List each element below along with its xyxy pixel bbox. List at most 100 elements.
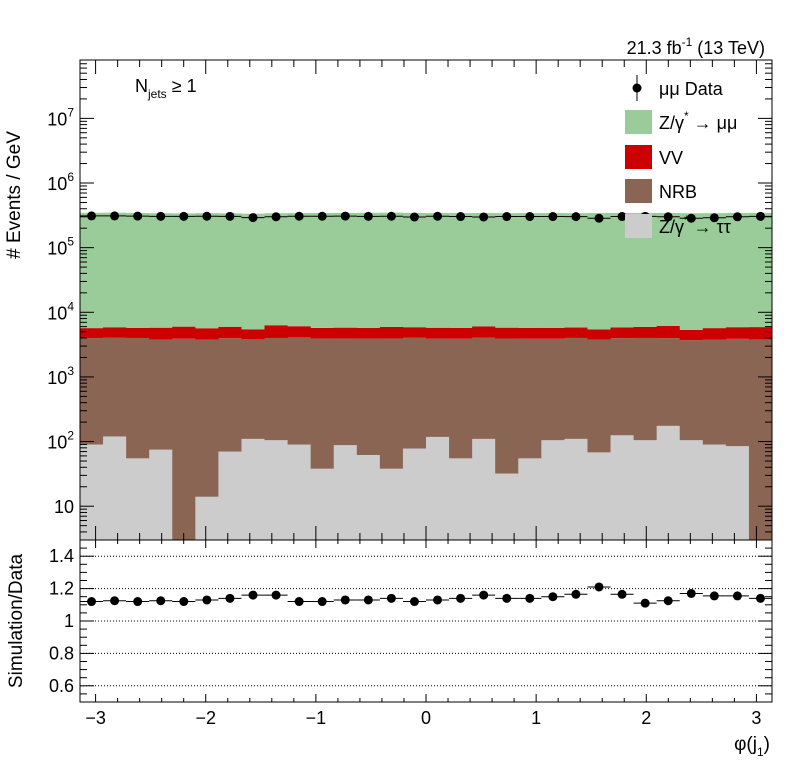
data-point-bin-8: [264, 212, 288, 222]
bar-zmm-bin-16: [449, 213, 473, 328]
data-point-bin-13: [379, 211, 403, 221]
bar-nrb-bin-8: [264, 337, 288, 441]
x-axis-label-main: φ(j: [734, 734, 757, 755]
bar-ztt-bin-15: [426, 436, 450, 540]
bar-zmm-bin-17: [472, 213, 496, 327]
bar-ztt-bin-1: [103, 436, 127, 540]
data-point-bin-10: [310, 211, 334, 221]
data-point-bin-19: [518, 212, 542, 222]
top-y-tick-label-6: 107: [47, 105, 74, 129]
top-panel-x-ticks: [95, 60, 757, 540]
bar-zmm-bin-20: [541, 213, 565, 328]
bar-ztt-bin-24: [633, 440, 658, 540]
bar-zmm-bin-3: [149, 213, 173, 328]
ratio-point-bin-25: [656, 596, 680, 606]
legend-swatch-vv: [625, 145, 652, 169]
bar-vv-bin-16: [449, 327, 473, 339]
ratio-point-bin-29: [748, 593, 772, 603]
bar-ztt-bin-8: [264, 440, 288, 540]
bar-vv-bin-0: [80, 328, 104, 339]
x-tick-label-6: 3: [751, 708, 761, 728]
data-point-bin-18: [495, 212, 519, 222]
bar-zmm-bin-21: [564, 213, 588, 328]
bar-vv-bin-2: [126, 327, 150, 338]
ratio-point-bin-28: [725, 591, 749, 601]
ratio-point-bin-13: [379, 593, 403, 603]
lumi-label: 21.3 fb-1 (13 TeV): [627, 35, 765, 58]
ratio-point-bin-17: [472, 590, 496, 600]
data-point-bin-27: [702, 213, 726, 223]
bar-vv-bin-4: [172, 326, 196, 339]
bar-ztt-bin-17: [472, 438, 496, 540]
bar-zmm-bin-24: [633, 212, 658, 327]
bar-ztt-bin-16: [449, 458, 473, 540]
top-y-axis-label: # Events / GeV: [4, 131, 25, 259]
bar-ztt-bin-27: [702, 444, 727, 540]
bar-vv-bin-10: [310, 327, 335, 339]
bar-vv-bin-9: [287, 326, 312, 338]
bar-nrb-bin-22: [587, 339, 611, 453]
bar-nrb-bin-1: [103, 337, 127, 437]
bar-nrb-bin-2: [126, 337, 150, 459]
bar-nrb-bin-20: [541, 338, 565, 441]
bar-vv-bin-1: [103, 327, 127, 338]
data-point-bin-0: [80, 211, 104, 221]
bar-nrb-bin-7: [241, 339, 265, 439]
bar-vv-bin-17: [472, 326, 496, 338]
bar-vv-bin-3: [149, 327, 173, 340]
top-panel-y-ticks: 10 102 103 104 105 106 107: [47, 59, 772, 541]
bar-vv-bin-5: [195, 328, 219, 340]
ratio-point-bin-5: [195, 595, 219, 605]
selection-main: N: [135, 76, 148, 96]
ratio-point-bin-22: [587, 582, 611, 592]
bar-ztt-bin-19: [518, 458, 542, 540]
bar-vv-bin-20: [541, 327, 565, 339]
legend-label-data: μμ Data: [659, 79, 724, 99]
bar-ztt-bin-10: [310, 468, 335, 540]
ratio-y-tick-label-3: 1.2: [49, 579, 74, 599]
legend-swatch-nrb: [625, 179, 652, 203]
ratio-point-bin-1: [103, 596, 127, 606]
legend: μμ Data Z/γ* → μμ VV NRB Z/γ* → ττ: [625, 75, 737, 238]
ratio-y-ticks: 0.6 0.8 1 1.2 1.4: [49, 539, 772, 703]
x-tick-label-1: −2: [195, 708, 216, 728]
bar-zmm-bin-26: [679, 213, 704, 330]
bar-vv-bin-18: [495, 327, 519, 339]
bar-vv-bin-8: [264, 325, 288, 338]
data-point-bin-4: [172, 211, 196, 221]
bar-zmm-bin-19: [518, 213, 542, 328]
top-panel-bars: [80, 212, 773, 540]
legend-label-nrb: NRB: [659, 182, 697, 202]
bar-nrb-bin-19: [518, 338, 542, 459]
lumi-main: 21.3 fb: [627, 38, 682, 58]
data-point-bin-21: [564, 212, 588, 222]
bar-ztt-bin-18: [495, 473, 519, 540]
bar-vv-bin-15: [426, 327, 450, 339]
bar-ztt-bin-14: [402, 448, 427, 540]
ratio-point-bin-9: [287, 597, 311, 607]
top-panel-data-points: [80, 211, 772, 223]
x-tick-label-5: 2: [641, 708, 651, 728]
legend-entry-vv: VV: [625, 145, 683, 169]
bar-nrb-bin-10: [310, 338, 335, 469]
legend-entry-nrb: NRB: [625, 179, 697, 203]
bar-nrb-bin-6: [218, 338, 242, 452]
data-point-bin-17: [472, 212, 496, 222]
bar-vv-bin-27: [702, 328, 727, 340]
bar-nrb-bin-9: [287, 337, 312, 445]
ratio-point-bin-7: [241, 590, 265, 600]
data-point-bin-26: [679, 213, 703, 223]
data-point-bin-7: [241, 213, 265, 223]
x-axis-label-tail: ): [764, 734, 770, 755]
bar-ztt-bin-7: [241, 438, 265, 540]
bar-ztt-bin-5: [195, 496, 219, 540]
top-y-tick-label-2: 103: [47, 364, 74, 388]
bar-nrb-bin-21: [564, 337, 588, 439]
bar-vv-bin-26: [679, 329, 704, 341]
ratio-point-bin-8: [264, 590, 288, 600]
bar-vv-bin-13: [379, 326, 404, 339]
bar-zmm-bin-27: [702, 213, 727, 329]
bar-vv-bin-21: [564, 327, 588, 338]
data-point-bin-14: [402, 212, 426, 222]
bar-nrb-bin-18: [495, 338, 519, 474]
